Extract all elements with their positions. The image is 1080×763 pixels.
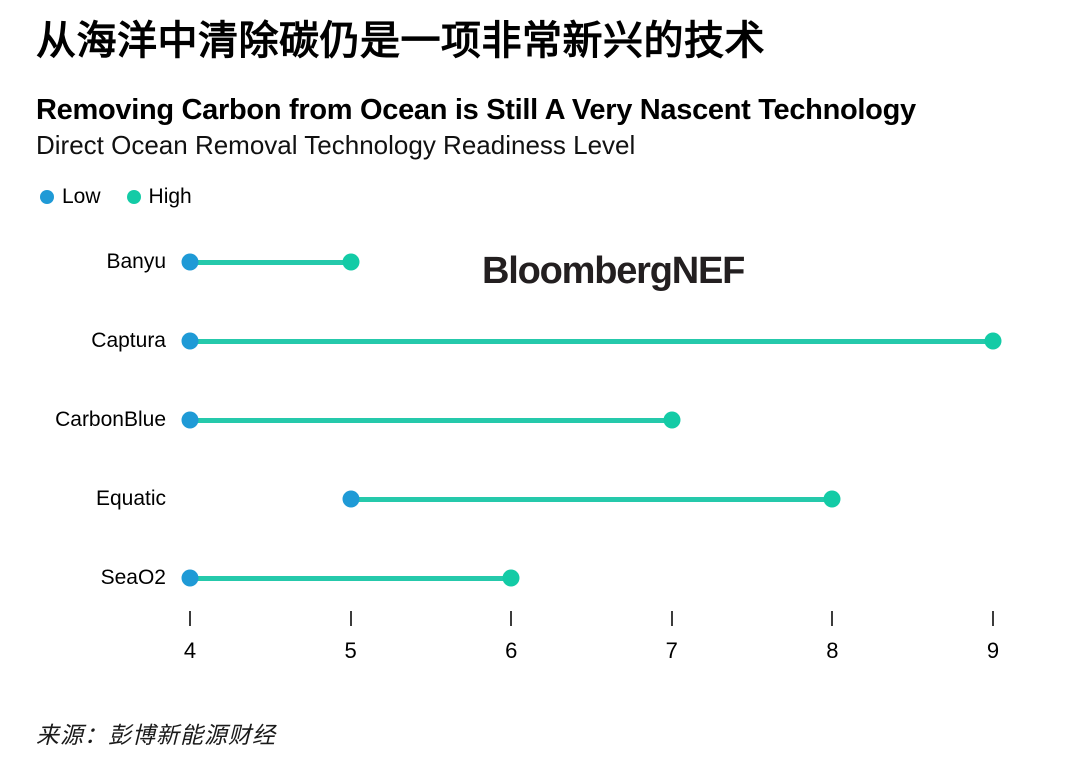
category-label-equatic: Equatic (95, 487, 166, 510)
page-title-english: Removing Carbon from Ocean is Still A Ve… (36, 94, 916, 126)
range-connector (190, 417, 672, 423)
low-dot (342, 490, 360, 508)
legend-item-low: Low (40, 185, 101, 209)
bloombergnef-logo: BloombergNEF (482, 250, 745, 292)
range-connector (190, 259, 351, 265)
legend-label-low: Low (62, 185, 101, 208)
page-title-chinese: 从海洋中清除碳仍是一项非常新兴的技术 (36, 19, 765, 63)
high-dot (823, 490, 841, 508)
x-axis-tick-label: 8 (826, 638, 839, 663)
x-axis-tick (992, 611, 994, 626)
low-dot (181, 569, 199, 587)
x-axis-tick (670, 611, 673, 626)
x-axis-tick-label: 7 (665, 638, 678, 663)
x-axis-tick (510, 611, 513, 626)
range-connector (190, 575, 512, 581)
source-note: 来源：彭博新能源财经 (36, 722, 276, 748)
x-axis-tick-label: 9 (986, 638, 1000, 663)
category-label-seao2: SeaO2 (100, 566, 166, 589)
x-axis-tick-label: 4 (183, 638, 197, 663)
x-axis-tick (831, 611, 834, 626)
legend-label-high: High (148, 185, 192, 208)
range-connector (350, 496, 833, 502)
high-dot (663, 411, 681, 429)
high-dot (984, 332, 1002, 350)
chart-subtitle: Direct Ocean Removal Technology Readines… (36, 130, 636, 160)
x-axis-tick (189, 611, 191, 626)
range-connector (190, 338, 993, 344)
low-dot (181, 332, 199, 350)
category-label-carbonblue: CarbonBlue (55, 408, 166, 431)
legend-item-high: High (126, 185, 192, 209)
x-axis-tick (349, 611, 352, 626)
legend: Low High (40, 185, 192, 209)
low-series-dot-icon (40, 190, 54, 204)
x-axis-tick-label: 5 (344, 638, 357, 663)
category-label-banyu: Banyu (106, 250, 166, 273)
high-series-dot-icon (126, 190, 141, 204)
x-axis-tick-label: 6 (505, 638, 518, 663)
category-label-captura: Captura (91, 329, 166, 352)
high-dot (502, 569, 520, 587)
high-dot (342, 253, 360, 271)
low-dot (181, 411, 199, 429)
low-dot (181, 253, 199, 271)
